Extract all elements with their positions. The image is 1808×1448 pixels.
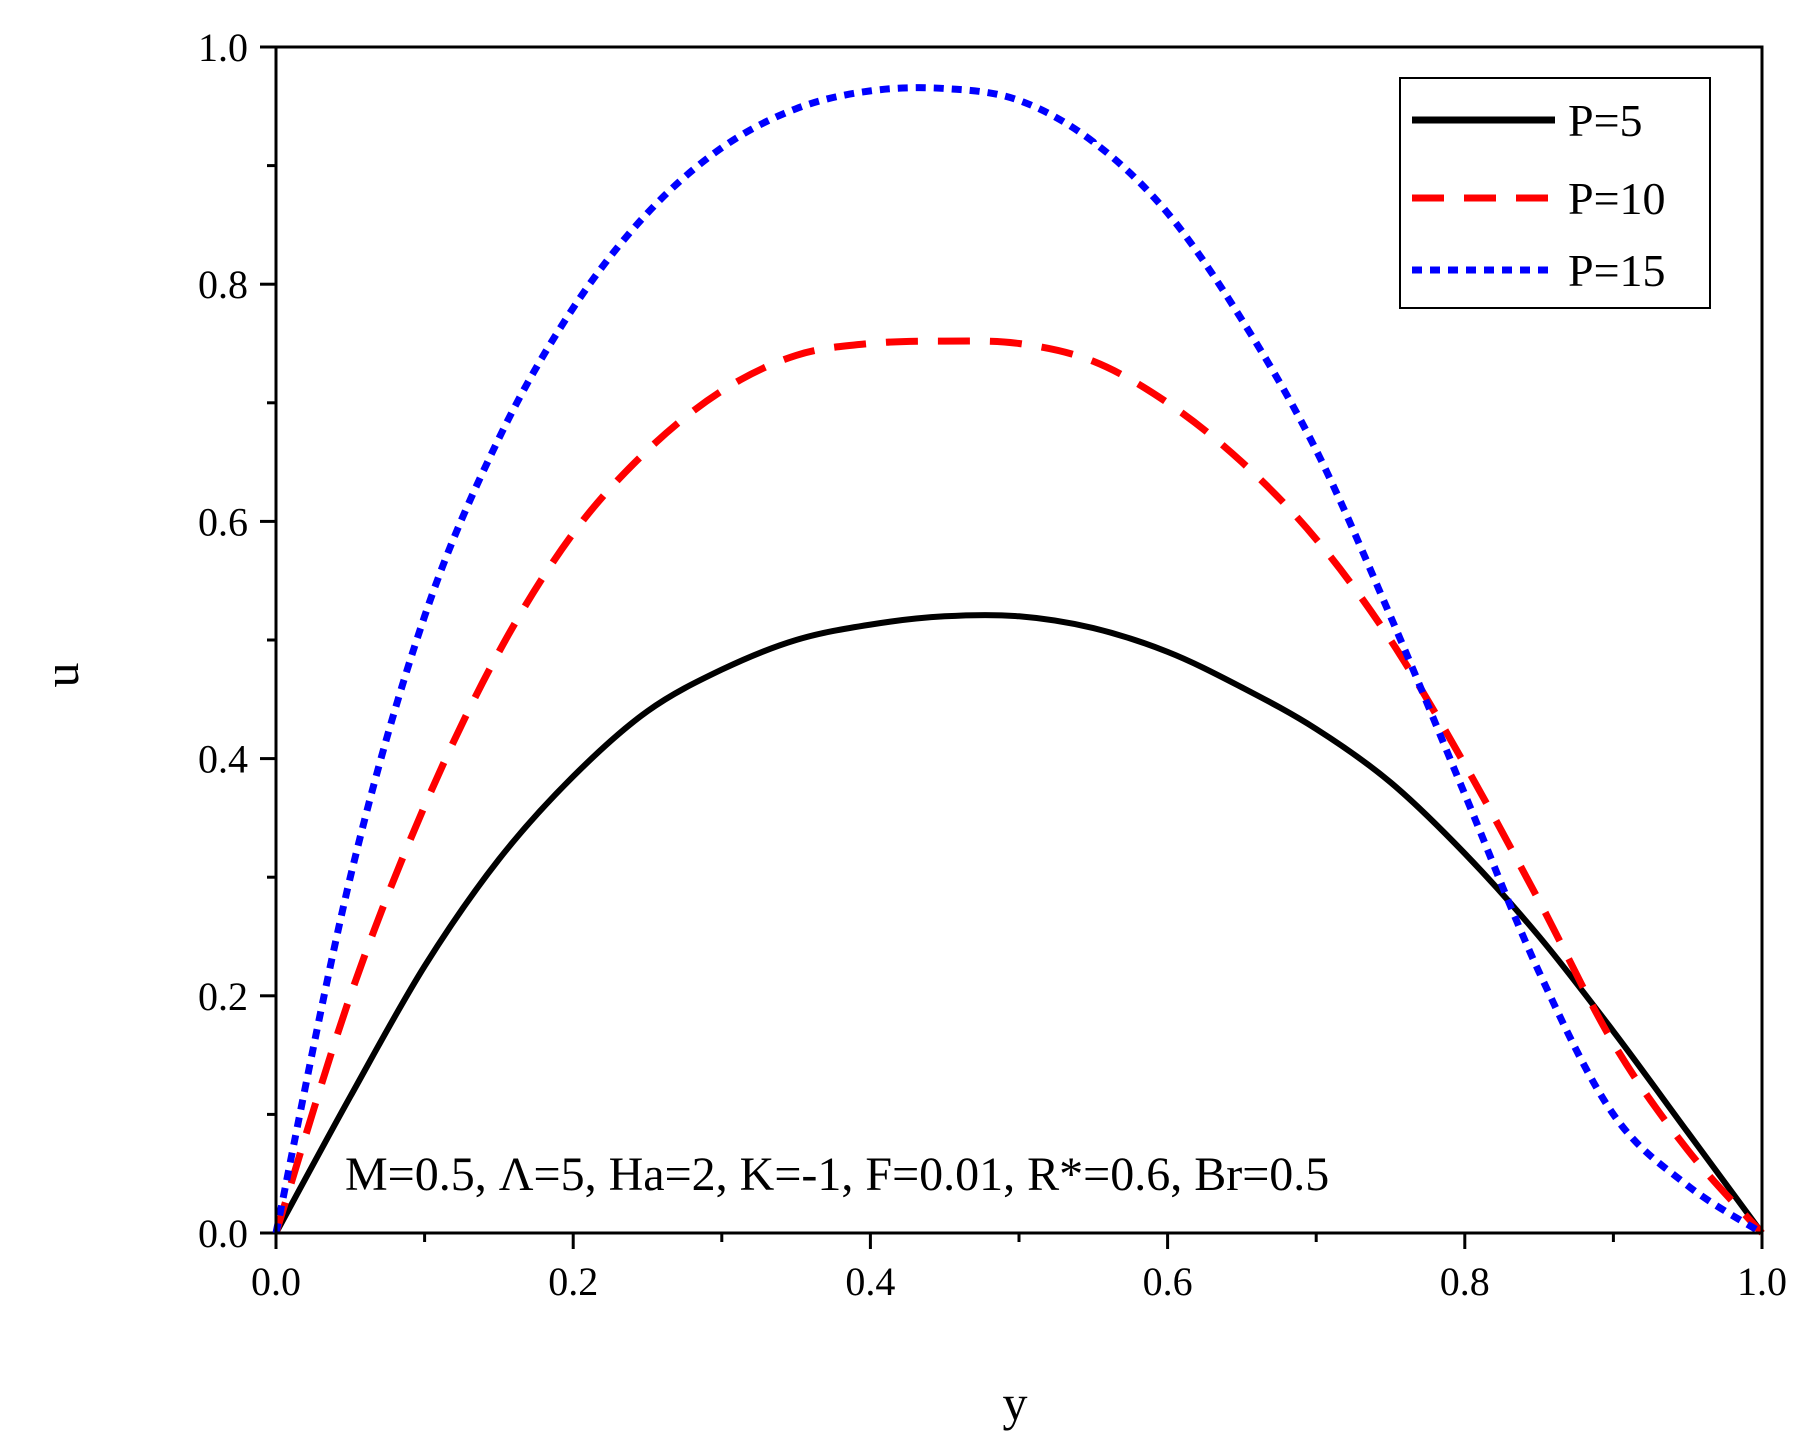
legend-label-p15: P=15	[1568, 245, 1666, 296]
x-tick-label: 0.6	[1143, 1259, 1193, 1304]
y-tick-label: 0.6	[198, 499, 248, 544]
y-tick-labels: 0.0 0.2 0.4 0.6 0.8 1.0	[198, 25, 248, 1256]
x-axis-title: y	[1003, 1375, 1028, 1431]
x-tick-labels: 0.0 0.2 0.4 0.6 0.8 1.0	[251, 1259, 1787, 1304]
series-lines	[272, 84, 1765, 1236]
series-line-p10	[272, 337, 1765, 1236]
legend: P=5 P=10 P=15	[1399, 77, 1711, 309]
x-tick-label: 0.0	[251, 1259, 301, 1304]
legend-label-p5: P=5	[1568, 95, 1643, 146]
x-tick-label: 0.4	[845, 1259, 895, 1304]
legend-label-p10: P=10	[1568, 173, 1666, 224]
plot-frame	[274, 45, 1764, 1235]
series-line-p5	[273, 612, 1765, 1235]
y-tick-label: 0.2	[198, 974, 248, 1019]
y-tick-label: 0.8	[198, 262, 248, 307]
parameter-annotation: M=0.5, Λ=5, Ha=2, K=-1, F=0.01, R*=0.6, …	[345, 1148, 1329, 1201]
y-tick-label: 0.4	[198, 737, 248, 782]
x-tick-label: 1.0	[1737, 1259, 1787, 1304]
x-tick-label: 0.8	[1440, 1259, 1490, 1304]
x-tick-label: 0.2	[548, 1259, 598, 1304]
y-tick-label: 1.0	[198, 25, 248, 70]
y-axis-title: u	[33, 663, 89, 688]
y-tick-label: 0.0	[198, 1211, 248, 1256]
